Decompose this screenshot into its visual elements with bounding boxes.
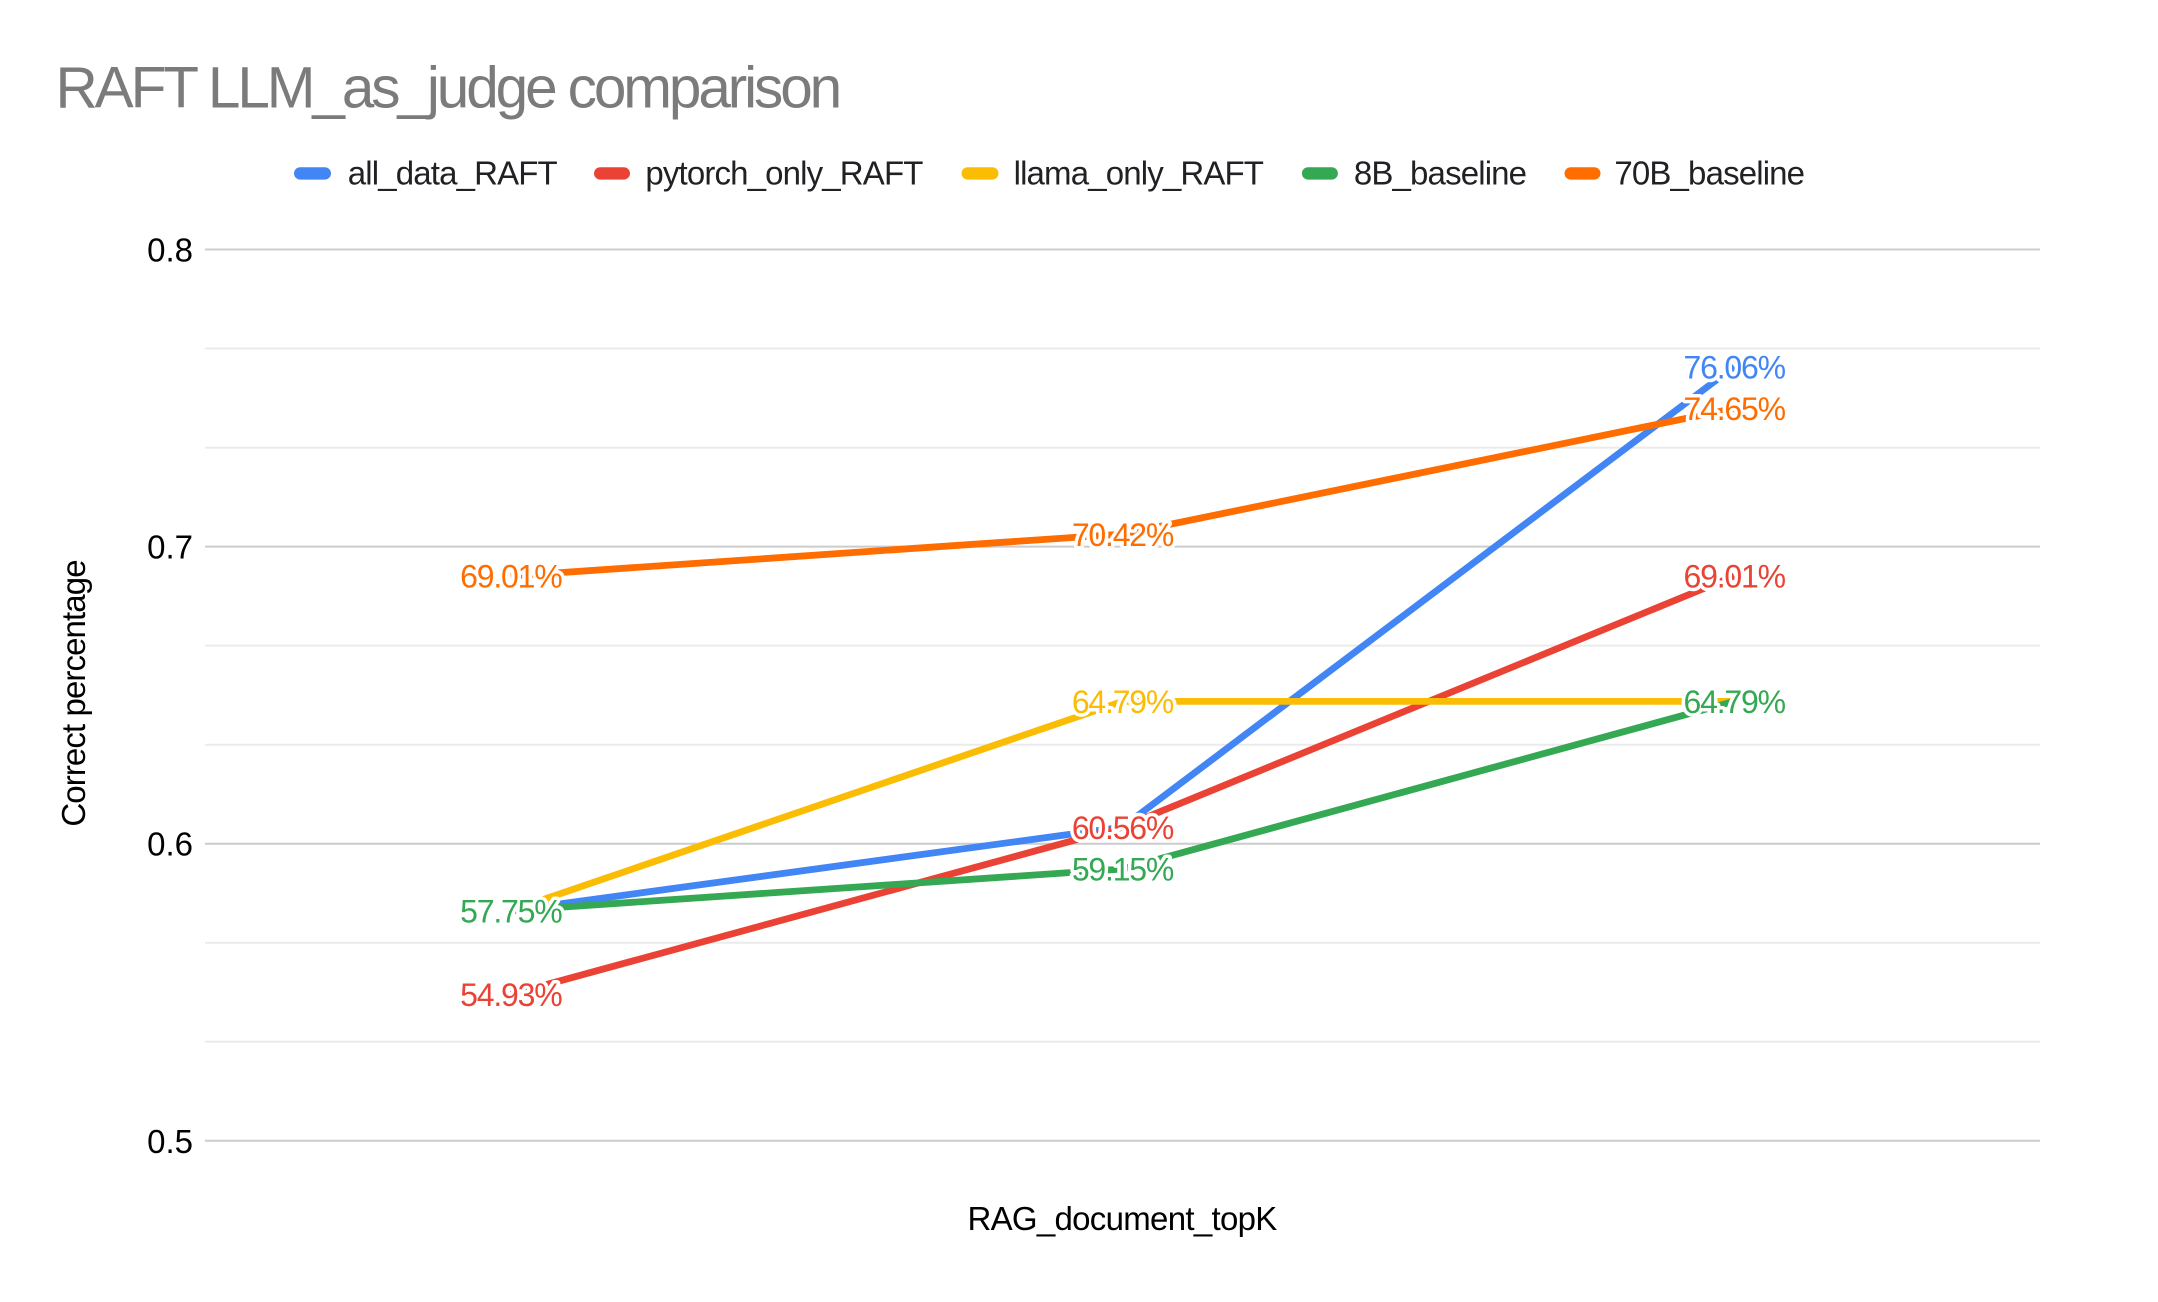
svg-text:69.01%: 69.01% xyxy=(1684,559,1786,595)
svg-text:70.42%: 70.42% xyxy=(1072,517,1174,553)
svg-text:0.6: 0.6 xyxy=(147,826,193,863)
svg-text:llama_only_RAFT: llama_only_RAFT xyxy=(1014,155,1264,192)
svg-text:70B_baseline: 70B_baseline xyxy=(1614,155,1804,192)
svg-text:Correct percentage: Correct percentage xyxy=(55,560,92,826)
svg-text:RAG_document_topK: RAG_document_topK xyxy=(967,1200,1277,1237)
svg-text:64.79%: 64.79% xyxy=(1072,684,1174,720)
svg-text:RAFT LLM_as_judge comparison: RAFT LLM_as_judge comparison xyxy=(56,56,840,121)
svg-text:0.7: 0.7 xyxy=(147,529,193,566)
svg-text:76.06%: 76.06% xyxy=(1684,349,1786,385)
svg-text:60.56%: 60.56% xyxy=(1072,810,1174,846)
svg-text:0.8: 0.8 xyxy=(147,232,193,269)
svg-text:pytorch_only_RAFT: pytorch_only_RAFT xyxy=(645,155,923,192)
svg-text:59.15%: 59.15% xyxy=(1072,852,1174,888)
svg-text:0.5: 0.5 xyxy=(147,1123,193,1160)
svg-text:8B_baseline: 8B_baseline xyxy=(1354,155,1526,192)
svg-text:74.65%: 74.65% xyxy=(1684,391,1786,427)
svg-text:all_data_RAFT: all_data_RAFT xyxy=(348,155,558,192)
svg-text:54.93%: 54.93% xyxy=(460,977,562,1013)
svg-text:57.75%: 57.75% xyxy=(460,893,562,929)
svg-text:69.01%: 69.01% xyxy=(460,559,562,595)
svg-text:64.79%: 64.79% xyxy=(1684,684,1786,720)
